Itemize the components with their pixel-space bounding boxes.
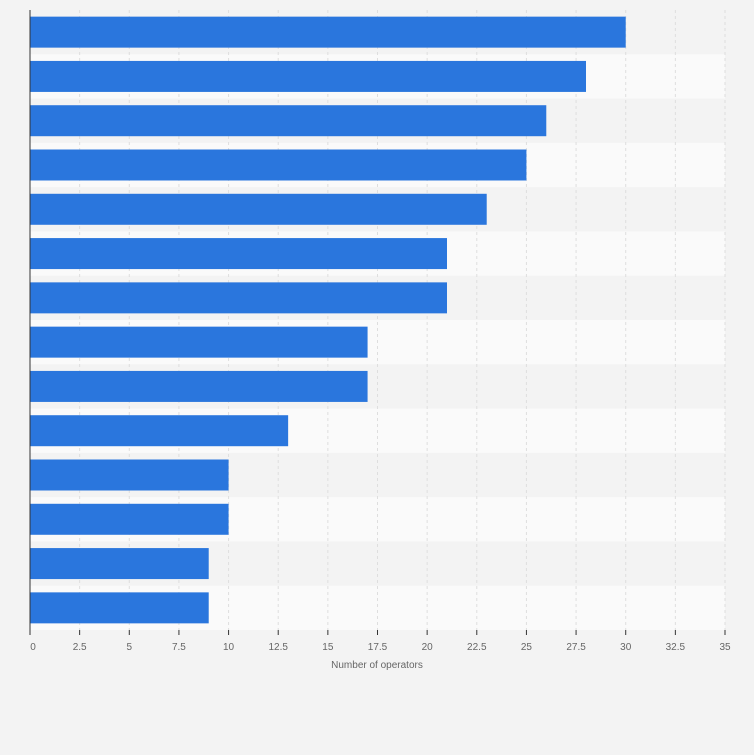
bar — [30, 193, 487, 225]
x-tick-label: 12.5 — [268, 642, 288, 653]
bar — [30, 459, 229, 491]
bar — [30, 282, 447, 314]
bar — [30, 326, 368, 358]
x-tick-label: 10 — [223, 642, 235, 653]
x-tick-label: 5 — [127, 642, 133, 653]
bar — [30, 592, 209, 624]
x-tick-label: 30 — [620, 642, 632, 653]
bars — [30, 16, 626, 624]
x-tick-label: 20 — [422, 642, 434, 653]
bar — [30, 60, 586, 92]
bar — [30, 503, 229, 535]
x-tick-label: 0 — [30, 642, 36, 653]
x-tick-label: 27.5 — [566, 642, 586, 653]
x-tick-label: 25 — [521, 642, 533, 653]
bar — [30, 16, 626, 48]
x-tick-label: 32.5 — [666, 642, 686, 653]
x-axis-title: Number of operators — [331, 660, 423, 671]
bar — [30, 415, 289, 447]
x-tick-label: 22.5 — [467, 642, 487, 653]
x-tick-label: 2.5 — [73, 642, 87, 653]
bar — [30, 238, 447, 270]
bar — [30, 548, 209, 580]
x-tick-label: 17.5 — [368, 642, 388, 653]
x-tick-label: 35 — [719, 642, 731, 653]
bar — [30, 149, 527, 181]
x-axis-ticks: 0 2.5 5 7.5 10 12.5 15 17.5 20 22.5 25 27.5 30 32.5 35 — [29, 630, 731, 653]
bar — [30, 370, 368, 402]
x-tick-label: 7.5 — [172, 642, 186, 653]
bar — [30, 105, 547, 137]
x-tick-label: 15 — [322, 642, 334, 653]
